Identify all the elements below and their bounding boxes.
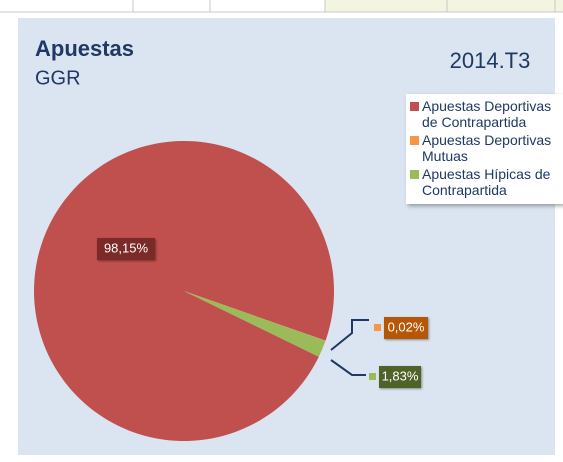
- pie-slice: [34, 141, 334, 442]
- leader-line: [330, 319, 369, 351]
- legend-label: Apuestas Hípicas de Contrapartida: [422, 166, 551, 198]
- label-box: [97, 238, 155, 260]
- legend-key: [410, 170, 419, 179]
- legend: Apuestas Deportivas de Contrapartida Apue…: [406, 94, 563, 204]
- pie: [34, 141, 334, 442]
- data-label: 1,83%: [382, 368, 419, 383]
- legend-key: [410, 102, 419, 111]
- legend-item: Apuestas Hípicas de Contrapartida: [410, 166, 560, 198]
- leader-line: [330, 359, 366, 376]
- pie-slice: [184, 291, 326, 357]
- label-key: [374, 324, 381, 331]
- pie-slice: [184, 291, 326, 341]
- chart-subtitle: GGR: [35, 67, 81, 89]
- period: 2014.T3: [450, 48, 531, 73]
- data-label: 0,02%: [388, 319, 425, 334]
- data-labels: 98,15% 0,02% 1,83%: [97, 238, 428, 388]
- legend-item: Apuestas Deportivas Mutuas: [410, 132, 560, 164]
- label-key: [369, 373, 376, 380]
- legend-label: Apuestas Deportivas Mutuas: [422, 132, 552, 164]
- legend-key: [410, 136, 419, 145]
- sheet-cells: [325, 0, 563, 12]
- chart-title: Apuestas: [35, 36, 134, 61]
- sheet-grid: [0, 0, 563, 13]
- legend-label: Apuestas Deportivas de Contrapartida: [422, 98, 552, 130]
- label-box: [384, 317, 428, 339]
- label-box: [379, 366, 421, 388]
- legend-item: Apuestas Deportivas de Contrapartida: [410, 98, 560, 130]
- data-label: 98,15%: [104, 240, 149, 255]
